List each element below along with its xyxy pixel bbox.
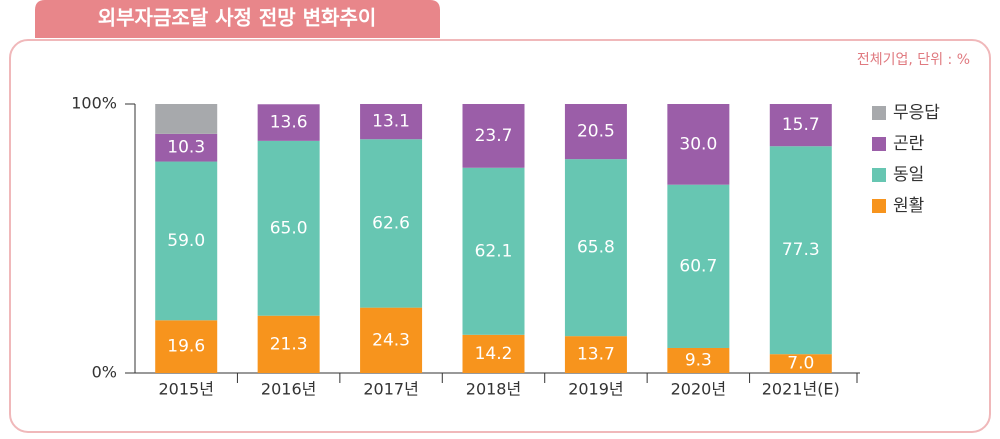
bar-segment	[155, 161, 218, 321]
x-tick-label: 2018년	[466, 380, 521, 399]
bar-segment	[462, 167, 525, 335]
bar-segment	[769, 104, 832, 147]
value-label: 9.3	[685, 350, 712, 370]
value-label: 62.6	[372, 213, 410, 233]
x-tick-label: 2020년	[671, 380, 726, 399]
value-label: 24.3	[372, 330, 410, 350]
value-label: 7.0	[787, 354, 814, 374]
x-tick-label: 2017년	[363, 380, 418, 399]
x-tick-label: 2019년	[568, 380, 623, 399]
value-label: 62.1	[475, 241, 513, 261]
bar-segment	[360, 139, 423, 308]
value-label: 10.3	[167, 138, 205, 158]
value-label: 77.3	[782, 240, 820, 260]
value-label: 23.7	[475, 126, 513, 146]
bar-segment	[667, 184, 730, 348]
bar-segment	[257, 315, 320, 373]
legend-swatch	[872, 199, 886, 213]
value-label: 15.7	[782, 115, 820, 135]
legend-swatch	[872, 137, 886, 151]
title-tab	[35, 0, 440, 38]
value-label: 13.7	[577, 345, 615, 365]
legend-swatch	[872, 106, 886, 120]
value-label: 59.0	[167, 231, 205, 251]
bar-segment	[462, 334, 525, 373]
value-label: 19.6	[167, 337, 205, 357]
value-label: 21.3	[270, 334, 308, 354]
bar-segment	[769, 354, 832, 373]
bar-segment	[360, 307, 423, 373]
value-label: 60.7	[679, 256, 717, 276]
value-label: 30.0	[679, 134, 717, 154]
value-label: 13.1	[372, 112, 410, 132]
bar-segment	[360, 104, 423, 140]
legend-swatch	[872, 168, 886, 182]
legend-label: 원활	[893, 196, 924, 216]
legend-label: 무응답	[893, 103, 940, 123]
y-tick-label: 100%	[71, 94, 117, 113]
value-label: 65.8	[577, 238, 615, 258]
bar-segment	[769, 146, 832, 355]
frame	[9, 39, 991, 433]
value-label: 65.0	[270, 218, 308, 238]
value-label: 13.6	[270, 113, 308, 133]
chart-subtitle: 전체기업, 단위 : %	[857, 52, 970, 68]
bar-segment	[564, 104, 627, 160]
value-label: 14.2	[475, 344, 513, 364]
chart-title: 외부자금조달 사정 전망 변화추이	[98, 6, 377, 30]
bar-segment	[667, 104, 730, 185]
bar-segment	[564, 159, 627, 337]
bar-segment	[667, 347, 730, 373]
bar-segment	[257, 140, 320, 316]
bar-segment	[155, 104, 218, 134]
x-tick-label: 2016년	[261, 380, 316, 399]
legend-label: 동일	[893, 165, 924, 185]
bar-segment	[155, 133, 218, 162]
bar-segment	[155, 320, 218, 373]
x-tick-label: 2015년	[158, 380, 213, 399]
x-tick-label: 2021년(E)	[762, 380, 840, 399]
value-label: 20.5	[577, 122, 615, 142]
legend-label: 곤란	[893, 134, 925, 154]
y-tick-label: 0%	[92, 363, 117, 382]
bar-segment	[462, 104, 525, 168]
bar-segment	[257, 104, 320, 141]
bar-segment	[564, 336, 627, 373]
